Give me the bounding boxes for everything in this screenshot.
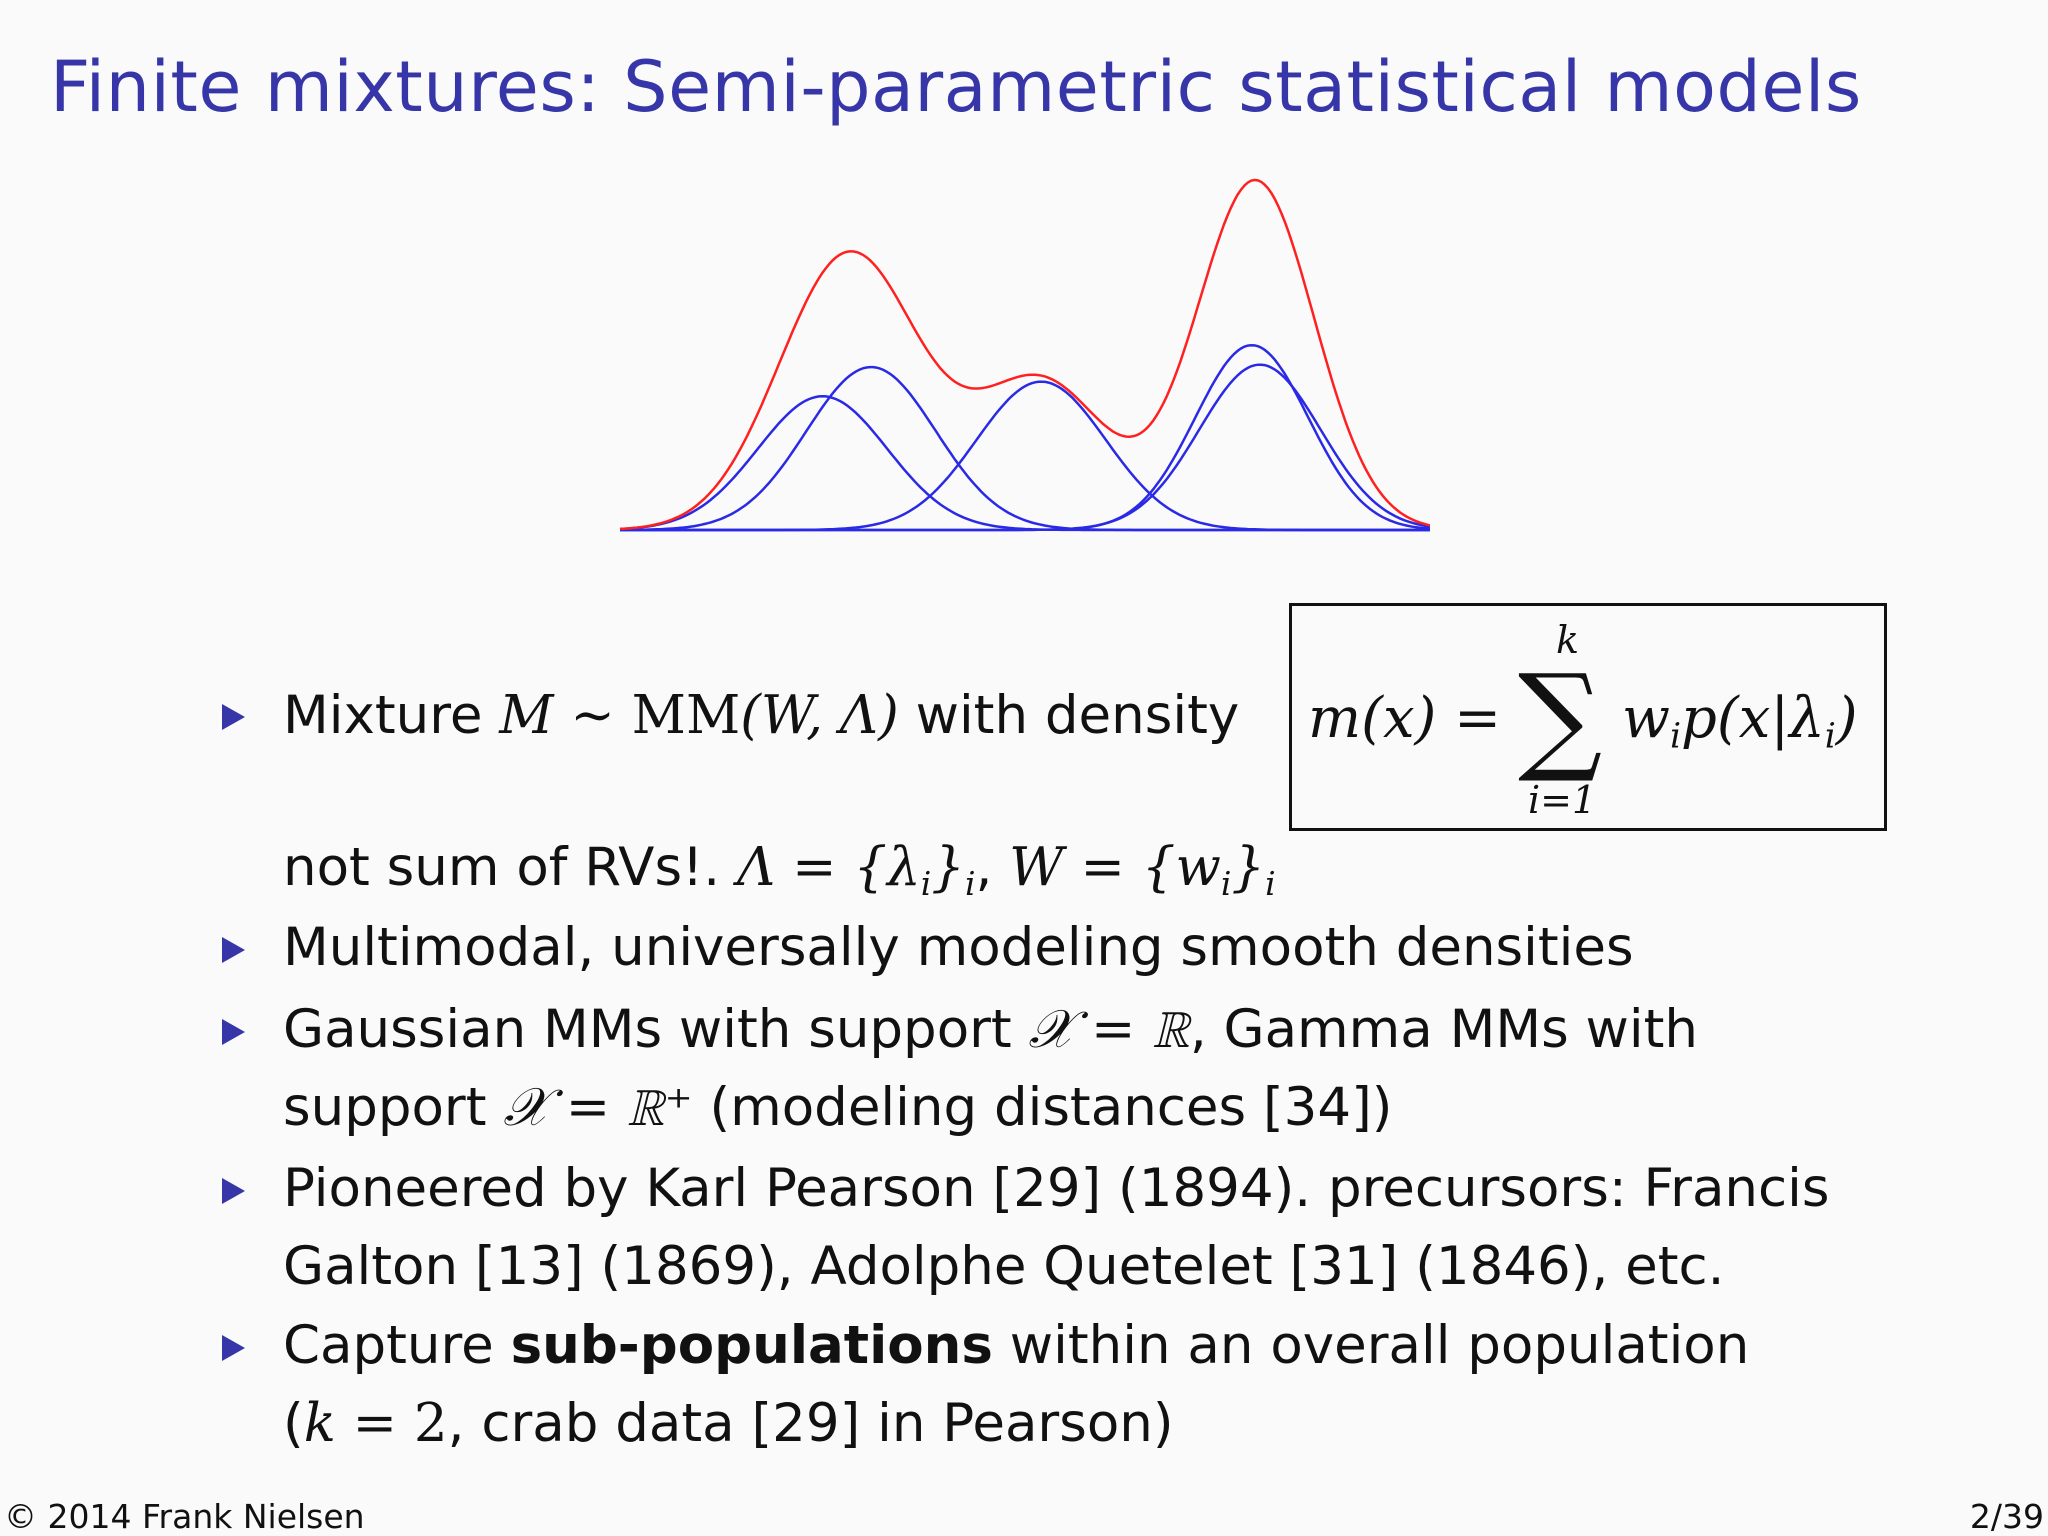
bullet-marker [222,1019,245,1045]
mixture-density-figure [620,168,1430,548]
math-sim: ∼ [553,685,632,746]
sum-symbol: ∑ [1518,648,1603,786]
bullet-pioneered-line1: Pioneered by Karl Pearson [29] (1894). p… [283,1158,1830,1219]
bullet-support-line2: support 𝒳 = ℝ⁺ (modeling distances [34]) [283,1077,1393,1138]
mixture-suffix: with density [898,685,1240,746]
sum-lower-limit: i=1 [1528,778,1597,822]
bullet-marker [222,937,245,963]
bullet-marker [222,1178,245,1204]
sum-upper-limit: k [1556,618,1580,662]
bullet-capture-line2: (k = 2, crab data [29] in Pearson) [283,1393,1174,1454]
bullet-mixture-continuation: not sum of RVs!. Λ = {λi}i, W = {wi}i [283,837,1276,903]
footer-copyright: © 2014 Frank Nielsen [4,1497,365,1536]
density-formula-box: m(x) = ∑ k i=1 wip(x|λi) [1289,603,1887,831]
bullet-pioneered-line2: Galton [13] (1869), Adolphe Quetelet [31… [283,1236,1725,1297]
formula-lhs: m(x) = [1308,686,1502,751]
bullet-marker [222,704,245,730]
bullet-marker [222,1335,245,1361]
math-args: (W, Λ) [740,685,899,746]
math-MM: MM [631,685,741,746]
bullet-mixture-line: Mixture M ∼ MM(W, Λ) with density [283,686,1239,746]
component-curve-5 [620,363,1430,532]
formula-term: wip(x|λi) [1622,686,1858,757]
copyright-icon: © [4,1497,37,1536]
mixture-prefix: Mixture [283,685,500,746]
mixture-curve [620,178,1430,531]
bullet-capture-line1: Capture sub-populations within an overal… [283,1315,1750,1376]
page-number: 2/39 [1969,1497,2044,1536]
mixture-plot [620,178,1430,532]
bullet-support-line1: Gaussian MMs with support 𝒳 = ℝ, Gamma M… [283,999,1698,1060]
sub-populations-bold: sub-populations [510,1315,993,1376]
math-M: M [499,685,554,746]
slide-title: Finite mixtures: Semi-parametric statist… [50,46,1862,128]
bullet-multimodal: Multimodal, universally modeling smooth … [283,917,1634,978]
